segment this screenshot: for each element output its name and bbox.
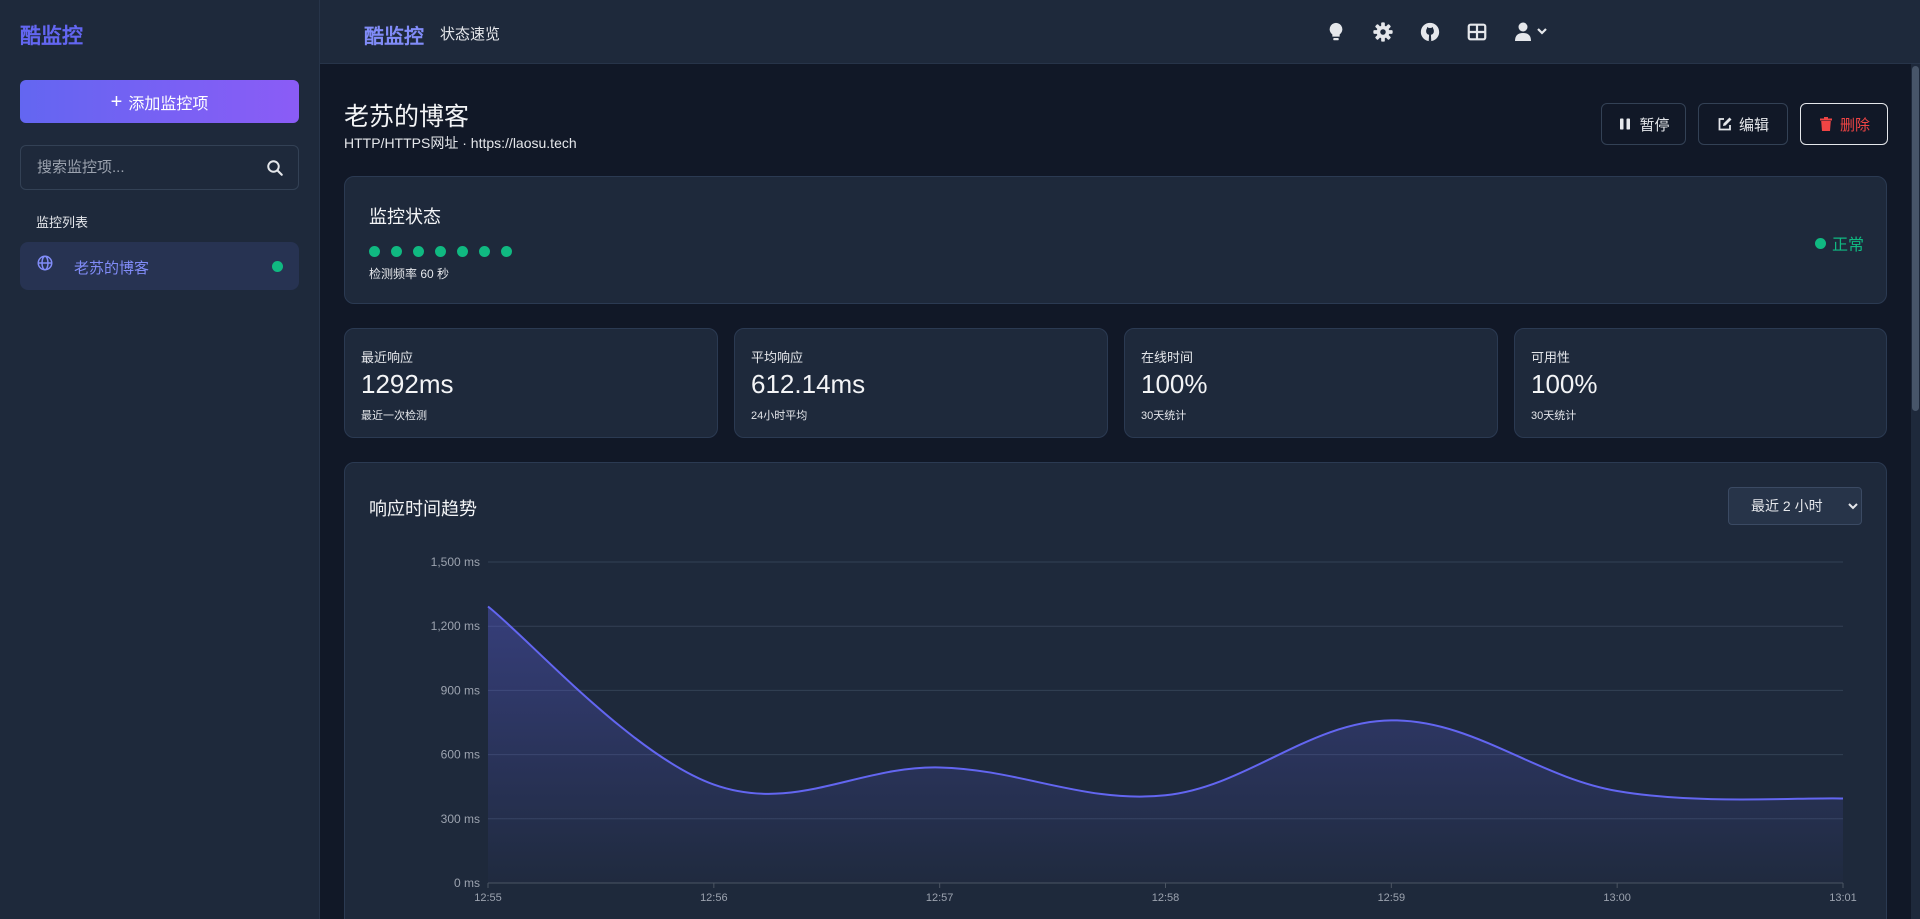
stat-label: 在线时间: [1141, 350, 1194, 365]
pause-icon: [1620, 118, 1631, 130]
y-tick-label: 300 ms: [441, 812, 480, 826]
search-icon[interactable]: [266, 159, 284, 177]
response-time-chart-card: 响应时间趋势 最近 2 小时 0 ms 300 ms 600 ms 900 ms 1,2…: [344, 462, 1887, 919]
stat-value: 100%: [1531, 369, 1598, 399]
page-scrollbar[interactable]: [1911, 64, 1920, 919]
edit-icon: [1718, 117, 1732, 131]
user-menu-icon[interactable]: [1513, 21, 1553, 43]
stat-value: 100%: [1141, 369, 1208, 399]
plus-icon: +: [110, 90, 123, 113]
header-subtitle[interactable]: 状态速览: [440, 26, 501, 43]
stat-value: 1292ms: [361, 369, 454, 399]
y-tick-label: 1,500 ms: [431, 555, 480, 569]
heartbeat-dot[interactable]: [413, 246, 424, 257]
monitor-meta: HTTP/HTTPS网址 · https://laosu.tech: [344, 133, 577, 153]
lightbulb-icon[interactable]: [1325, 21, 1347, 43]
header-brand[interactable]: 酷监控: [364, 26, 424, 48]
monitor-type: HTTP/HTTPS网址: [344, 135, 459, 151]
y-tick-label: 900 ms: [441, 683, 480, 697]
heartbeat-dot[interactable]: [479, 246, 490, 257]
sidebar-logo[interactable]: 酷监控: [20, 25, 83, 48]
heartbeat-dot[interactable]: [501, 246, 512, 257]
stat-label: 平均响应: [751, 350, 804, 365]
grid-icon[interactable]: [1466, 21, 1488, 43]
stat-note: 最近一次检测: [361, 410, 427, 422]
x-tick-label: 12:57: [926, 892, 954, 904]
gear-icon[interactable]: [1372, 21, 1394, 43]
status-card-title: 监控状态: [369, 207, 441, 227]
chart-title: 响应时间趋势: [369, 499, 477, 519]
github-icon[interactable]: [1419, 21, 1441, 43]
stat-label: 可用性: [1531, 350, 1571, 365]
series-area: [488, 606, 1843, 883]
edit-button[interactable]: 编辑: [1698, 103, 1788, 145]
time-range-select[interactable]: 最近 2 小时: [1728, 487, 1862, 525]
scrollbar-thumb[interactable]: [1912, 66, 1919, 411]
heartbeat-dot[interactable]: [457, 246, 468, 257]
x-tick-label: 13:01: [1829, 892, 1857, 904]
meta-separator: ·: [458, 135, 471, 151]
stat-label: 最近响应: [361, 350, 414, 365]
stat-note: 30天统计: [1141, 410, 1187, 422]
monitor-status-card: 监控状态 检测频率 60 秒 正常: [344, 176, 1887, 304]
y-tick-label: 600 ms: [441, 748, 480, 762]
pause-button[interactable]: 暂停: [1601, 103, 1686, 145]
pause-label: 暂停: [1639, 116, 1670, 134]
monitor-list-title: 监控列表: [36, 215, 89, 230]
x-tick-label: 12:56: [700, 892, 728, 904]
stat-note: 30天统计: [1531, 410, 1577, 422]
stat-note: 24小时平均: [751, 410, 808, 422]
status-text: 正常: [1831, 237, 1864, 254]
heartbeat-dot[interactable]: [369, 246, 380, 257]
heartbeat-bar: [369, 246, 512, 257]
status-dot: [1814, 237, 1826, 249]
sidebar-item-label: 老苏的博客: [74, 260, 150, 277]
stat-card-average-response: 平均响应 612.14ms 24小时平均: [734, 328, 1108, 438]
monitor-url: https://laosu.tech: [470, 135, 577, 151]
heartbeat-dot[interactable]: [435, 246, 446, 257]
edit-label: 编辑: [1738, 116, 1769, 134]
search-input[interactable]: [21, 146, 261, 189]
y-tick-label: 1,200 ms: [431, 619, 480, 633]
sidebar-item-laosu-blog[interactable]: 老苏的博客: [20, 242, 299, 290]
x-tick-label: 12:58: [1152, 892, 1180, 904]
top-header: 酷监控 状态速览: [320, 0, 1920, 64]
delete-label: 删除: [1839, 116, 1870, 134]
y-tick-label: 0 ms: [454, 876, 480, 890]
check-frequency: 检测频率 60 秒: [369, 267, 450, 281]
globe-icon: [37, 255, 53, 271]
stat-card-availability: 可用性 100% 30天统计: [1514, 328, 1887, 438]
trash-icon: [1819, 117, 1832, 131]
sidebar: 酷监控 + 添加监控项 监控列表 老苏的博客: [0, 0, 320, 919]
stat-card-uptime: 在线时间 100% 30天统计: [1124, 328, 1498, 438]
status-badge: 正常: [1814, 231, 1864, 255]
add-monitor-button[interactable]: + 添加监控项: [20, 80, 299, 123]
x-tick-label: 13:00: [1603, 892, 1631, 904]
x-tick-label: 12:59: [1378, 892, 1406, 904]
x-tick-label: 12:55: [474, 892, 502, 904]
series-line: [487, 605, 1844, 801]
add-monitor-label: 添加监控项: [128, 95, 209, 113]
response-time-chart: 0 ms 300 ms 600 ms 900 ms 1,200 ms 1,500 ms 12…: [431, 555, 1857, 904]
heartbeat-dot[interactable]: [391, 246, 402, 257]
delete-button[interactable]: 删除: [1800, 103, 1888, 145]
stat-card-latest-response: 最近响应 1292ms 最近一次检测: [344, 328, 718, 438]
stat-value: 612.14ms: [751, 369, 866, 399]
page-title: 老苏的博客: [344, 103, 470, 131]
status-dot: [272, 261, 283, 272]
search-box: [20, 145, 299, 190]
